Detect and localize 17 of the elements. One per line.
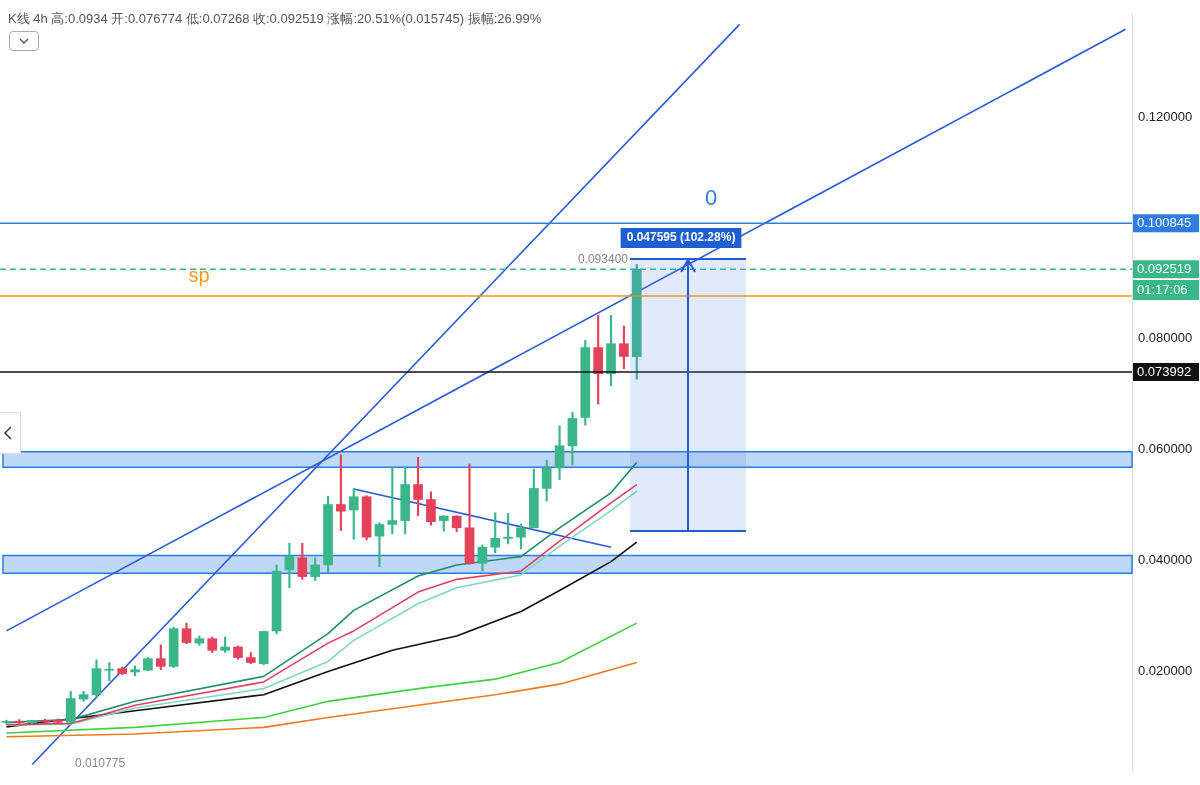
y-tick-label: 0.120000 — [1138, 108, 1193, 124]
y-tick-label: 0.060000 — [1138, 441, 1193, 457]
annotation: 0.093400 — [577, 252, 629, 267]
ref-line-label: 0.092519 — [1137, 260, 1192, 276]
candlestick — [284, 542, 295, 588]
candlestick — [374, 522, 385, 567]
y-tick-label: 0.080000 — [1138, 330, 1193, 346]
annotation: sp — [188, 263, 210, 286]
chart-title: K线 4h 高:0.0934 开:0.076774 低:0.07268 收:0.092519 涨幅:20.51%(0.015745) 振幅:26.99% — [8, 10, 542, 28]
annotation: 0.047595 (102.28%) — [626, 230, 736, 245]
ref-line-label: 0.100845 — [1137, 214, 1192, 230]
y-tick-label: 0.020000 — [1138, 662, 1193, 678]
text: 01:17:06 — [1137, 281, 1188, 297]
annotation: 0 — [704, 185, 718, 211]
annotation: 0.010775 — [75, 756, 126, 771]
y-tick-label: 0.040000 — [1138, 552, 1193, 568]
ref-line-label: 0.073992 — [1137, 363, 1192, 379]
